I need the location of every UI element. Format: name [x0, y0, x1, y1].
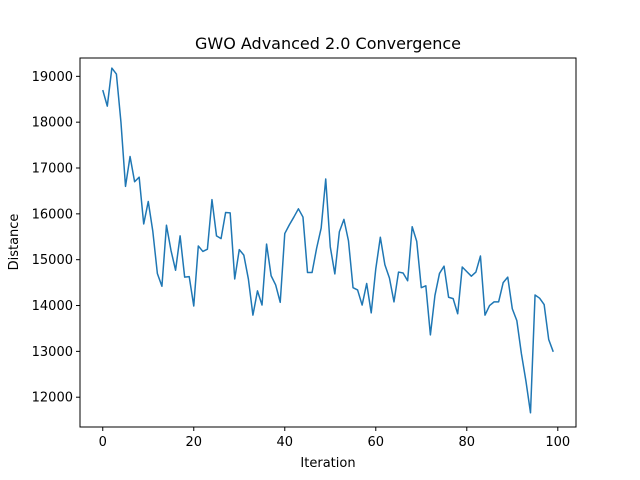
y-tick-label: 14000 — [32, 299, 73, 314]
y-tick-label: 12000 — [32, 391, 73, 406]
y-tick-label: 16000 — [32, 207, 73, 222]
x-tick-label: 80 — [459, 435, 476, 450]
plot-area — [102, 67, 554, 414]
plot-frame — [79, 57, 577, 428]
x-tick-label: 60 — [368, 435, 385, 450]
y-axis-label: Distance — [7, 214, 22, 271]
x-axis-label: Iteration — [300, 456, 355, 471]
x-tick-label: 0 — [99, 435, 107, 450]
y-tick-label: 13000 — [32, 345, 73, 360]
y-tick-label: 15000 — [32, 253, 73, 268]
chart-title: GWO Advanced 2.0 Convergence — [195, 34, 461, 53]
x-tick-label: 40 — [276, 435, 293, 450]
axis-ticks: 0 20 40 60 80 100 12000 13000 14000 15000 16000 170… — [32, 70, 571, 450]
y-tick-label: 17000 — [32, 162, 73, 177]
series-line-0 — [102, 67, 554, 414]
x-tick-label: 20 — [185, 435, 202, 450]
y-tick-label: 19000 — [32, 70, 73, 85]
x-tick-label: 100 — [545, 435, 570, 450]
y-tick-label: 18000 — [32, 116, 73, 131]
